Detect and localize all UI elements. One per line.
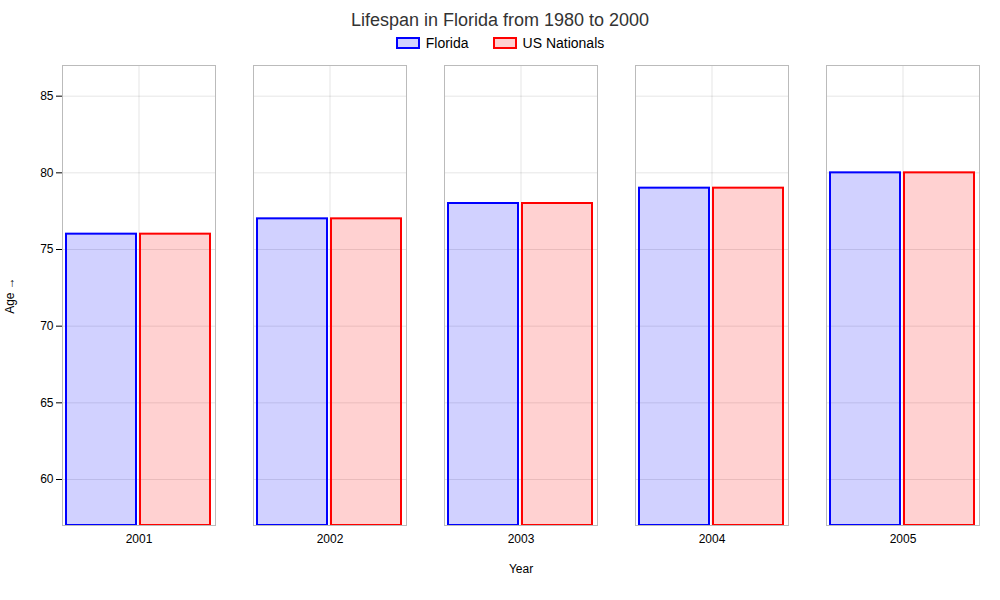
svg-text:75: 75 — [40, 242, 54, 256]
svg-text:2004: 2004 — [699, 532, 726, 546]
html-text:Florida: Florida — [425, 35, 469, 51]
svg-text:Age →: Age → — [3, 277, 17, 314]
svg-text:80: 80 — [40, 166, 54, 180]
html-text:US Nationals: US Nationals — [522, 35, 605, 51]
svg-text:2002: 2002 — [317, 532, 344, 546]
svg-text:85: 85 — [40, 89, 54, 103]
svg-text:Year: Year — [509, 562, 533, 576]
svg-text:60: 60 — [40, 472, 54, 486]
svg-text:70: 70 — [40, 319, 54, 333]
svg-text:2005: 2005 — [890, 532, 917, 546]
svg-text:2003: 2003 — [508, 532, 535, 546]
html-text:Lifespan in Florida from 1980: Lifespan in Florida from 1980 to 2000 — [350, 10, 650, 30]
svg-text:65: 65 — [40, 396, 54, 410]
svg-text:2001: 2001 — [126, 532, 153, 546]
